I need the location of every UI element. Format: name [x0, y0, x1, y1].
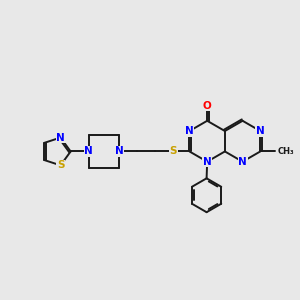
Text: N: N	[185, 126, 194, 136]
Text: N: N	[84, 146, 93, 157]
Text: N: N	[203, 157, 212, 167]
Text: N: N	[256, 126, 265, 136]
Text: O: O	[203, 100, 212, 111]
Text: S: S	[170, 146, 177, 157]
Text: S: S	[57, 160, 64, 170]
Text: N: N	[238, 157, 247, 167]
Text: CH₃: CH₃	[278, 147, 294, 156]
Text: N: N	[115, 146, 124, 157]
Text: N: N	[56, 133, 65, 142]
